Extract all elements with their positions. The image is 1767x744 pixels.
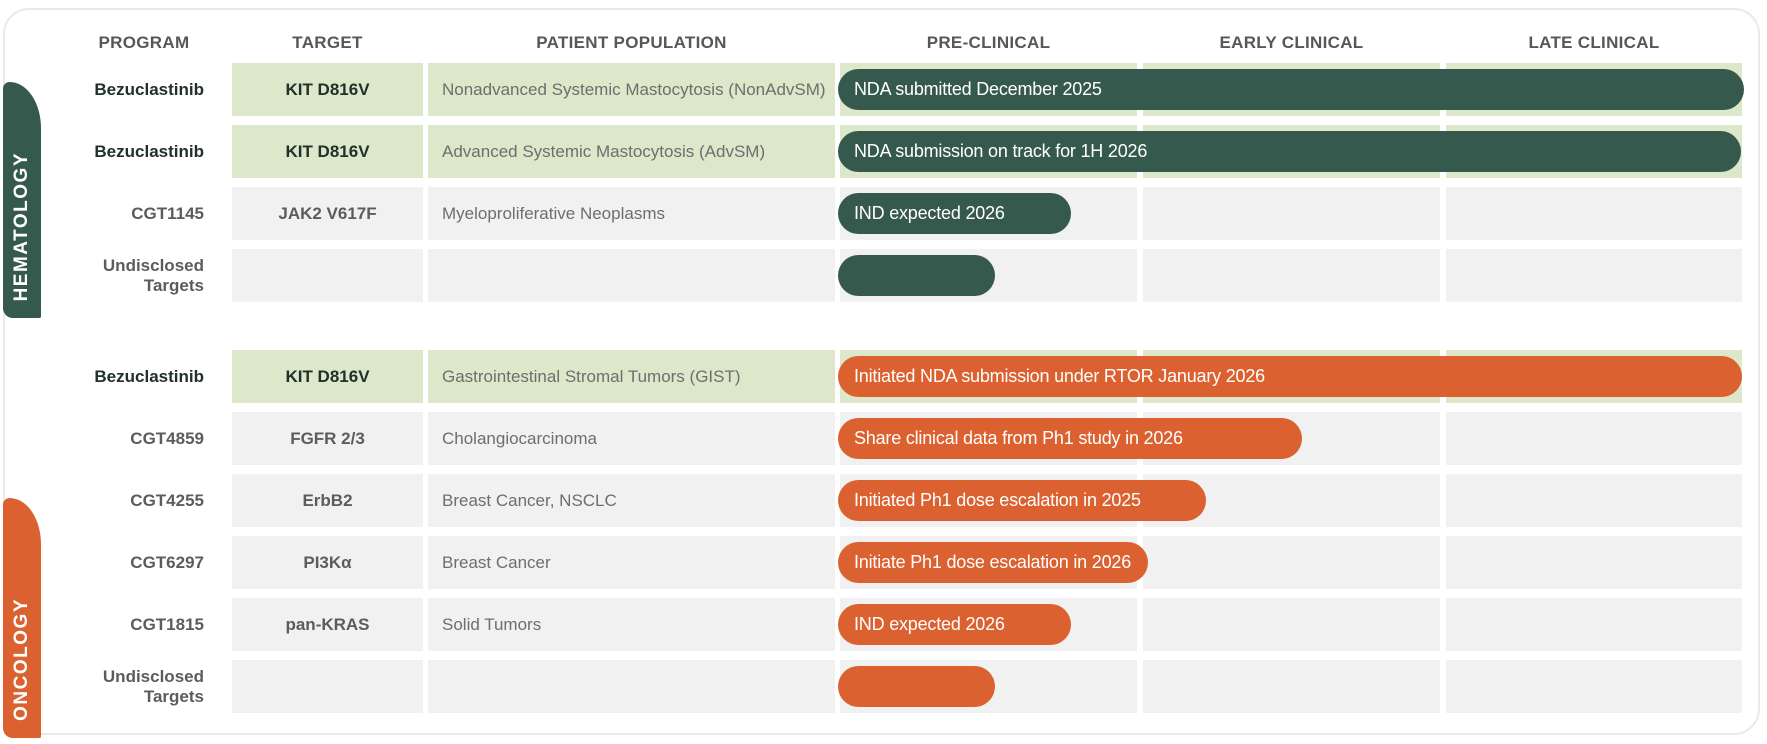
milestone-pill [838,666,995,707]
late-clinical-cell [1446,249,1742,302]
late-clinical-cell [1446,660,1742,713]
program-name: CGT1145 [131,203,204,223]
column-header-late-clinical: LATE CLINICAL [1528,33,1660,52]
milestone-pill: NDA submitted December 2025 [838,69,1744,110]
milestone-label: Initiated Ph1 dose escalation in 2025 [854,490,1141,510]
early-clinical-cell [1143,660,1440,713]
patient-population-cell: Advanced Systemic Mastocytosis (AdvSM) [428,125,835,178]
milestone-pill [838,255,995,296]
milestone-label: IND expected 2026 [854,203,1005,223]
late-clinical-cell [1446,474,1742,527]
patient-population-cell [428,249,835,302]
patient-population-cell: Myeloproliferative Neoplasms [428,187,835,240]
pipeline-row-advsm: Bezuclastinib KIT D816V Advanced Systemi… [0,125,1767,178]
milestone-pill: IND expected 2026 [838,193,1071,234]
milestone-pill: Initiated NDA submission under RTOR Janu… [838,356,1742,397]
milestone-label: Share clinical data from Ph1 study in 20… [854,428,1183,448]
target-cell: pan-KRAS [232,598,423,651]
milestone-pill: IND expected 2026 [838,604,1071,645]
early-clinical-cell [1143,187,1440,240]
pipeline-row-cgt4859: CGT4859 FGFR 2/3 Cholangiocarcinoma Shar… [0,412,1767,465]
patient-population-cell: Solid Tumors [428,598,835,651]
section-tab-hematology: HEMATOLOGY [3,82,41,318]
program-name: Bezuclastinib [94,141,204,161]
column-header-target: TARGET [292,33,363,52]
early-clinical-cell [1143,249,1440,302]
program-name: CGT6297 [130,552,204,572]
patient-population-cell: Breast Cancer, NSCLC [428,474,835,527]
program-name: Bezuclastinib [94,366,204,386]
section-tab-oncology: ONCOLOGY [3,498,41,738]
patient-population-cell [428,660,835,713]
program-name: CGT4255 [130,490,204,510]
column-header-early-clinical: EARLY CLINICAL [1219,33,1364,52]
pipeline-row-cgt6297: CGT6297 PI3Kα Breast Cancer Initiate Ph1… [0,536,1767,589]
milestone-pill: Initiated Ph1 dose escalation in 2025 [838,480,1206,521]
pipeline-row-hematology-undisclosed: Undisclosed Targets [0,249,1767,302]
pipeline-row-cgt1815: CGT1815 pan-KRAS Solid Tumors IND expect… [0,598,1767,651]
target-cell: PI3Kα [232,536,423,589]
patient-population-cell: Nonadvanced Systemic Mastocytosis (NonAd… [428,63,835,116]
pipeline-row-cgt4255: CGT4255 ErbB2 Breast Cancer, NSCLC Initi… [0,474,1767,527]
column-header-pre-clinical: PRE-CLINICAL [926,33,1051,52]
early-clinical-cell [1143,536,1440,589]
milestone-label: Initiated NDA submission under RTOR Janu… [854,366,1265,386]
target-cell: ErbB2 [232,474,423,527]
milestone-pill: Share clinical data from Ph1 study in 20… [838,418,1302,459]
target-cell: KIT D816V [232,350,423,403]
program-name: CGT1815 [130,614,204,634]
late-clinical-cell [1446,598,1742,651]
pipeline-row-gist: Bezuclastinib KIT D816V Gastrointestinal… [0,350,1767,403]
milestone-pill: Initiate Ph1 dose escalation in 2026 [838,542,1148,583]
target-cell: KIT D816V [232,63,423,116]
patient-population-cell: Breast Cancer [428,536,835,589]
program-name: Undisclosed Targets [102,666,204,706]
milestone-label: NDA submission on track for 1H 2026 [854,141,1148,161]
late-clinical-cell [1446,536,1742,589]
target-cell: KIT D816V [232,125,423,178]
early-clinical-cell [1143,598,1440,651]
pipeline-row-nonadvsm: Bezuclastinib KIT D816V Nonadvanced Syst… [0,63,1767,116]
milestone-label: NDA submitted December 2025 [854,79,1102,99]
patient-population-cell: Cholangiocarcinoma [428,412,835,465]
program-name: Undisclosed Targets [102,255,204,295]
milestone-label: Initiate Ph1 dose escalation in 2026 [854,552,1132,572]
pipeline-row-oncology-undisclosed: Undisclosed Targets [0,660,1767,713]
milestone-label: IND expected 2026 [854,614,1005,634]
column-header-program: PROGRAM [98,33,190,52]
milestone-pill: NDA submission on track for 1H 2026 [838,131,1741,172]
late-clinical-cell [1446,412,1742,465]
column-header-patient-population: PATIENT POPULATION [536,33,727,52]
program-name: Bezuclastinib [94,79,204,99]
target-cell: FGFR 2/3 [232,412,423,465]
target-cell [232,249,423,302]
program-name: CGT4859 [130,428,204,448]
late-clinical-cell [1446,187,1742,240]
pipeline-row-cgt1145: CGT1145 JAK2 V617F Myeloproliferative Ne… [0,187,1767,240]
patient-population-cell: Gastrointestinal Stromal Tumors (GIST) [428,350,835,403]
target-cell: JAK2 V617F [232,187,423,240]
target-cell [232,660,423,713]
